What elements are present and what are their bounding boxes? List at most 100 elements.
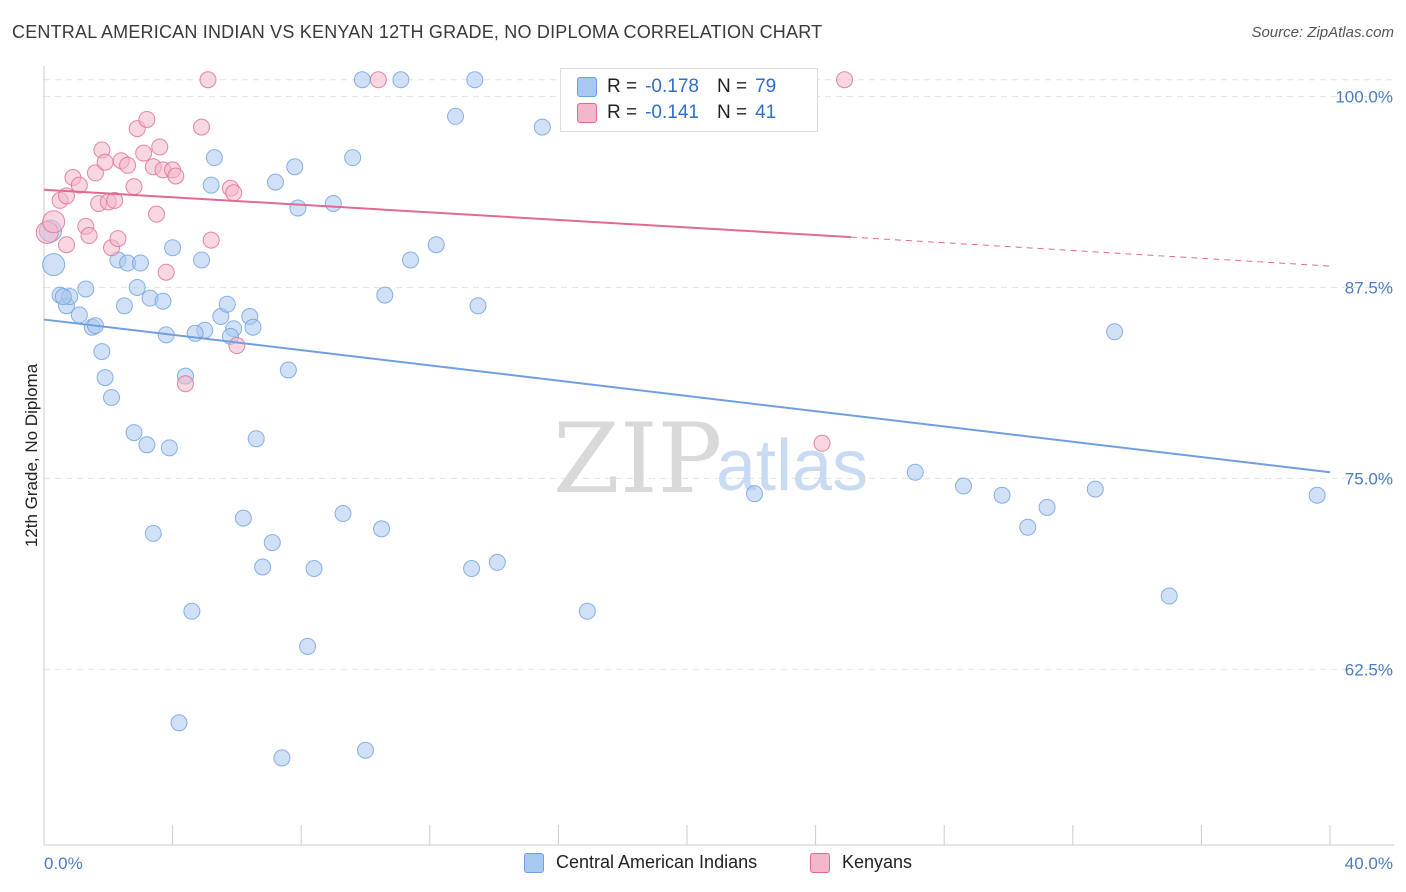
point-central-american-indians [77,280,95,298]
point-central-american-indians [263,534,281,552]
point-central-american-indians [353,71,371,89]
point-kenyans [106,191,124,209]
point-central-american-indians [93,343,111,361]
point-kenyans [193,118,211,136]
point-central-american-indians [1038,498,1056,516]
point-kenyans [813,434,831,452]
point-central-american-indians [1019,518,1037,536]
trend-line-central-american-indians [43,318,1331,474]
point-central-american-indians [273,749,291,767]
point-central-american-indians [402,251,420,269]
point-kenyans [138,110,156,128]
point-central-american-indians [138,436,156,454]
legend-n-label: N = [716,76,748,97]
point-central-american-indians [183,602,201,620]
y-tick-label: 100.0% [1335,88,1393,107]
point-kenyans [125,178,143,196]
axes [43,66,1394,846]
x-tick-label: 40.0% [1345,854,1393,873]
point-central-american-indians [1308,486,1326,504]
point-central-american-indians [279,361,297,379]
legend-row-kenyans: R = -0.141 N = 41 [577,101,776,125]
legend-n-value: 79 [755,76,777,97]
series-swatch-pink [810,852,830,873]
point-central-american-indians [344,149,362,167]
series-legend-kenyans: Kenyans [810,852,912,873]
point-central-american-indians [305,560,323,578]
point-central-american-indians [447,107,465,125]
point-central-american-indians [202,176,220,194]
y-tick-label: 87.5% [1345,278,1393,297]
legend-r-label: R = [607,76,638,97]
point-central-american-indians [131,254,149,272]
point-central-american-indians [746,485,764,503]
point-central-american-indians [234,509,252,527]
point-central-american-indians [1106,323,1124,341]
point-kenyans [96,153,114,171]
point-central-american-indians [954,477,972,495]
trend-lines [43,188,1331,474]
point-central-american-indians [218,295,236,313]
point-central-american-indians [254,558,272,576]
watermark-zip: ZIP [553,403,722,515]
point-central-american-indians [289,199,307,217]
point-central-american-indians [1086,480,1104,498]
legend-n-value: 41 [755,102,777,123]
point-central-american-indians [1160,587,1178,605]
series-legend-label: Kenyans [842,852,913,872]
series-legend-central-american-indians: Central American Indians [524,852,757,873]
point-central-american-indians [376,286,394,304]
point-central-american-indians [357,741,374,759]
point-central-american-indians [334,505,352,523]
series-legend-label: Central American Indians [556,852,758,872]
point-central-american-indians [286,158,304,176]
legend-n-label: N = [716,102,748,123]
x-tick-label: 0.0% [44,854,83,873]
point-central-american-indians [244,318,262,336]
point-kenyans [225,184,243,202]
y-tick-label: 75.0% [1345,469,1393,488]
point-central-american-indians [392,71,410,89]
point-central-american-indians [299,637,317,655]
point-central-american-indians [115,297,133,315]
point-kenyans [836,71,854,89]
point-central-american-indians [247,430,265,448]
tick-labels: 100.0% 87.5% 75.0% 62.5% 0.0% 40.0% 12th Grade… [22,88,1393,873]
point-kenyans [42,210,66,234]
data-points [35,71,1326,767]
point-kenyans [176,375,194,393]
point-central-american-indians [488,553,506,571]
point-kenyans [70,176,88,194]
point-kenyans [148,205,166,223]
legend-r-value: -0.178 [645,76,699,97]
watermark-atlas: atlas [716,426,868,506]
point-kenyans [86,164,104,182]
point-central-american-indians [193,251,211,269]
legend-r-label: R = [607,102,638,123]
point-central-american-indians [54,288,72,306]
point-central-american-indians [993,486,1011,504]
point-central-american-indians [154,292,172,310]
series-legend: Central American Indians Kenyans [0,852,1406,878]
point-central-american-indians [466,71,484,89]
point-kenyans [135,144,153,162]
point-central-american-indians [373,520,391,538]
point-central-american-indians [96,369,114,387]
point-kenyans [199,71,217,89]
point-central-american-indians [906,463,924,481]
point-central-american-indians [266,173,284,191]
point-central-american-indians [427,236,445,254]
point-kenyans [369,71,387,89]
point-central-american-indians [160,439,178,457]
point-kenyans [119,156,137,174]
gridlines [44,79,1394,670]
point-central-american-indians [103,388,121,406]
point-kenyans [167,167,185,185]
point-central-american-indians [128,278,146,296]
series-swatch-blue [524,852,544,873]
point-kenyans [80,227,98,245]
point-kenyans [109,230,127,248]
trend-line-kenyans [43,188,852,239]
legend-swatch-pink [577,103,597,123]
